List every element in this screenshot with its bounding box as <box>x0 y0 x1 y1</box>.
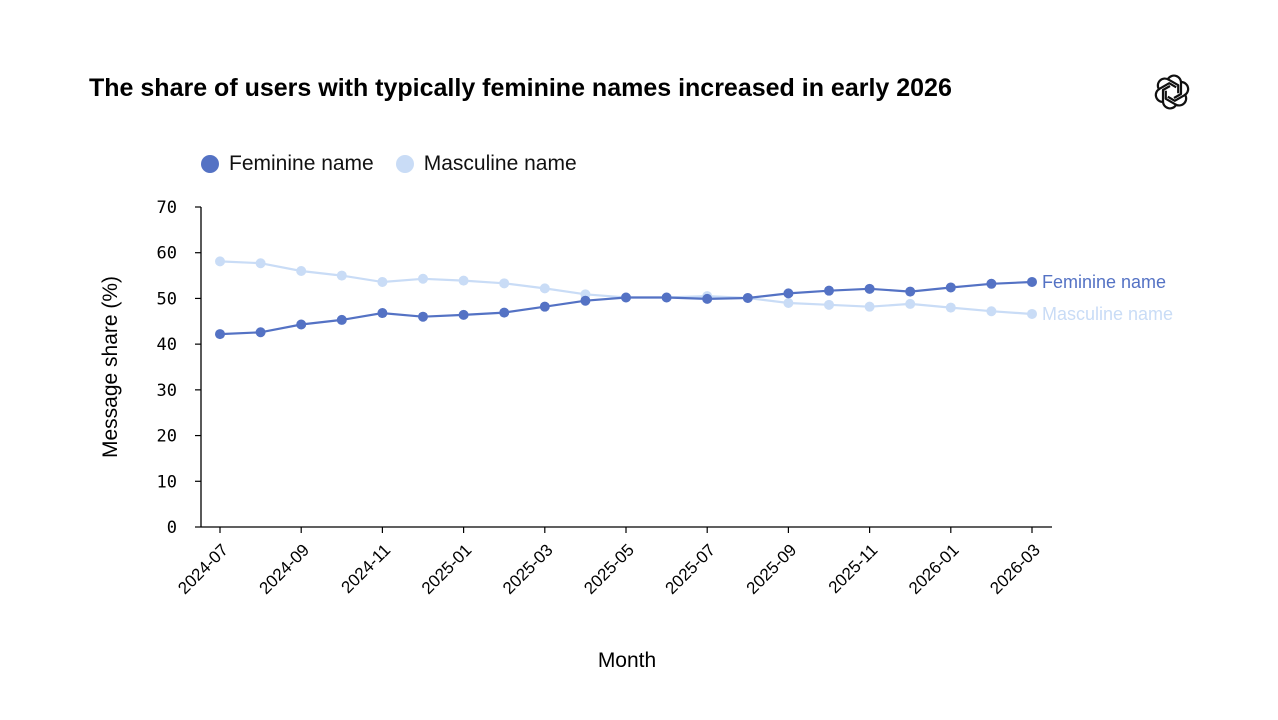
x-tick-label: 2025-05 <box>580 540 638 598</box>
data-point[interactable] <box>336 314 347 325</box>
legend-marker-feminine <box>201 155 219 173</box>
data-point[interactable] <box>824 285 834 296</box>
y-tick-label: 50 <box>157 289 177 309</box>
data-point[interactable] <box>296 266 307 276</box>
x-axis-title: Month <box>598 649 656 672</box>
chart-legend: Feminine name Masculine name <box>201 152 599 176</box>
data-point[interactable] <box>783 298 794 308</box>
data-point[interactable] <box>702 293 713 304</box>
legend-item-masculine[interactable]: Masculine name <box>395 152 577 176</box>
chart-series: Masculine name Feminine name <box>215 256 1173 340</box>
data-point[interactable] <box>458 309 469 320</box>
data-point[interactable] <box>742 292 753 303</box>
data-point[interactable] <box>296 319 307 330</box>
chart-title: The share of users with typically femini… <box>89 74 952 102</box>
data-point[interactable] <box>945 282 956 293</box>
legend-label-masculine: Masculine name <box>423 152 577 175</box>
data-point[interactable] <box>215 329 225 340</box>
series-masculine: Masculine name <box>215 256 1173 324</box>
data-point[interactable] <box>418 273 428 284</box>
y-tick-label: 60 <box>157 244 177 264</box>
data-point[interactable] <box>864 301 875 312</box>
data-point[interactable] <box>215 256 225 267</box>
data-point[interactable] <box>336 270 347 281</box>
legend-item-feminine[interactable]: Feminine name <box>201 152 374 176</box>
y-tick-label: 70 <box>157 198 177 218</box>
data-point[interactable] <box>986 278 997 289</box>
x-tick-label: 2025-07 <box>661 540 719 598</box>
data-point[interactable] <box>580 295 591 306</box>
x-tick-label: 2025-11 <box>825 540 882 597</box>
data-point[interactable] <box>499 307 510 318</box>
data-point[interactable] <box>986 306 997 317</box>
data-point[interactable] <box>905 286 916 297</box>
legend-marker-masculine <box>395 155 414 173</box>
legend-label-feminine: Feminine name <box>229 152 374 175</box>
y-tick-label: 20 <box>157 427 177 447</box>
y-tick-label: 10 <box>157 472 177 492</box>
data-point[interactable] <box>499 278 510 289</box>
data-point[interactable] <box>418 311 428 322</box>
series-end-label: Masculine name <box>1042 304 1173 324</box>
x-tick-label: 2025-01 <box>418 540 476 598</box>
y-axis-title: Message share (%) <box>99 276 122 458</box>
chart-axes: 0 10 20 30 40 50 60 70 2024-07 2024-09 2024-11 2025… <box>157 198 1052 598</box>
x-tick-label: 2025-09 <box>743 540 801 598</box>
data-point[interactable] <box>255 258 266 269</box>
y-tick-label: 0 <box>167 518 177 538</box>
series-end-label: Feminine name <box>1042 272 1166 292</box>
x-tick-label: 2025-03 <box>499 540 557 598</box>
data-point[interactable] <box>945 302 956 313</box>
data-point[interactable] <box>1027 276 1037 287</box>
x-tick-label: 2026-03 <box>986 540 1044 598</box>
openai-logo-icon <box>1154 74 1190 110</box>
data-point[interactable] <box>824 299 834 310</box>
data-point[interactable] <box>905 298 916 309</box>
x-tick-label: 2026-01 <box>905 540 963 598</box>
data-point[interactable] <box>621 292 631 303</box>
data-point[interactable] <box>661 292 672 303</box>
data-point[interactable] <box>377 276 388 287</box>
x-tick-label: 2024-07 <box>174 540 232 598</box>
x-tick-label: 2024-09 <box>255 540 313 598</box>
y-tick-label: 30 <box>157 381 177 401</box>
data-point[interactable] <box>377 308 388 319</box>
series-feminine: Feminine name <box>215 272 1166 340</box>
data-point[interactable] <box>458 275 469 286</box>
data-point[interactable] <box>539 301 550 312</box>
x-tick-label: 2024-11 <box>338 540 395 597</box>
y-tick-label: 40 <box>157 335 177 355</box>
data-point[interactable] <box>864 283 875 294</box>
data-point[interactable] <box>539 283 550 294</box>
data-point[interactable] <box>783 288 794 299</box>
data-point[interactable] <box>255 327 266 338</box>
data-point[interactable] <box>1027 308 1037 319</box>
